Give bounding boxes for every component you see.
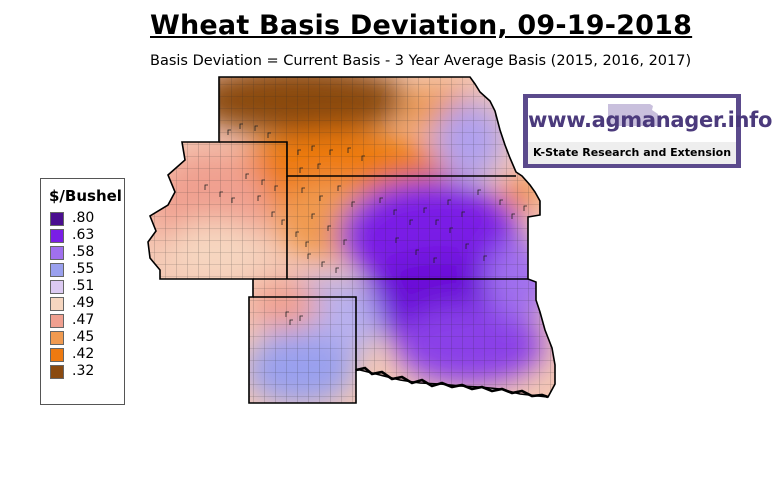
elevator-marker bbox=[433, 257, 437, 263]
legend-item: .45 bbox=[50, 329, 122, 347]
legend-title: $/Bushel bbox=[49, 187, 122, 205]
elevator-marker bbox=[465, 243, 469, 249]
legend-label: .80 bbox=[72, 210, 95, 226]
elevator-marker bbox=[254, 125, 258, 131]
legend-label: .45 bbox=[72, 329, 95, 345]
elevator-marker bbox=[231, 197, 235, 203]
legend-swatch bbox=[50, 280, 64, 294]
elevator-marker bbox=[245, 173, 249, 179]
elevator-marker bbox=[327, 225, 331, 231]
elevator-marker bbox=[499, 199, 503, 205]
elevator-markers bbox=[204, 123, 527, 325]
legend-label: .58 bbox=[72, 244, 95, 260]
elevator-marker bbox=[307, 253, 311, 259]
elevator-marker bbox=[301, 187, 305, 193]
elevator-marker bbox=[239, 123, 243, 129]
elevator-marker bbox=[271, 211, 275, 217]
elevator-marker bbox=[523, 205, 527, 211]
legend-swatch bbox=[50, 365, 64, 379]
elevator-marker bbox=[415, 249, 419, 255]
elevator-marker bbox=[299, 167, 303, 173]
legend-label: .42 bbox=[72, 346, 95, 362]
legend-swatch bbox=[50, 314, 64, 328]
legend-swatch bbox=[50, 297, 64, 311]
elevator-marker bbox=[295, 231, 299, 237]
legend-label: .63 bbox=[72, 227, 95, 243]
elevator-marker bbox=[449, 227, 453, 233]
elevator-marker bbox=[343, 239, 347, 245]
elevator-marker bbox=[299, 315, 303, 321]
legend-swatch bbox=[50, 331, 64, 345]
elevator-marker bbox=[297, 149, 301, 155]
elevator-marker bbox=[393, 209, 397, 215]
legend-label: .55 bbox=[72, 261, 95, 277]
elevator-marker bbox=[477, 189, 481, 195]
page-title: Wheat Basis Deviation, 09-19-2018 bbox=[150, 10, 693, 41]
elevator-marker bbox=[319, 195, 323, 201]
elevator-marker bbox=[435, 219, 439, 225]
elevator-marker bbox=[305, 241, 309, 247]
state-boundaries bbox=[147, 76, 556, 404]
kansas-silhouette-icon bbox=[608, 104, 658, 126]
elevator-marker bbox=[329, 149, 333, 155]
logo-url-text: www.agmanager.info bbox=[528, 108, 773, 132]
legend-item: .49 bbox=[50, 295, 122, 313]
legend-swatch bbox=[50, 348, 64, 362]
legend-label: .51 bbox=[72, 278, 95, 294]
elevator-marker bbox=[361, 155, 365, 161]
elevator-marker bbox=[285, 311, 289, 317]
legend-swatch bbox=[50, 263, 64, 277]
elevator-marker bbox=[483, 255, 487, 261]
legend-item: .47 bbox=[50, 312, 122, 330]
elevator-marker bbox=[261, 179, 265, 185]
elevator-marker bbox=[281, 219, 285, 225]
elevator-marker bbox=[351, 201, 355, 207]
legend-label: .47 bbox=[72, 312, 95, 328]
red-river-border bbox=[355, 366, 549, 399]
elevator-marker bbox=[257, 195, 261, 201]
logo-inner: www.agmanager.info K-State Research and … bbox=[528, 98, 773, 164]
elevator-marker bbox=[267, 132, 271, 138]
elevator-marker bbox=[335, 267, 339, 273]
elevator-marker bbox=[409, 219, 413, 225]
elevator-marker bbox=[227, 129, 231, 135]
elevator-marker bbox=[461, 211, 465, 217]
elevator-marker bbox=[423, 207, 427, 213]
legend: $/Bushel .80.63.58.55.51.49.47.45.42.32 bbox=[40, 178, 125, 405]
logo-org-text: K-State Research and Extension bbox=[528, 142, 736, 164]
legend-item: .80 bbox=[50, 210, 122, 228]
legend-item: .32 bbox=[50, 363, 122, 381]
elevator-marker bbox=[311, 213, 315, 219]
elevator-marker bbox=[317, 163, 321, 169]
elevator-marker bbox=[379, 197, 383, 203]
legend-swatch bbox=[50, 229, 64, 243]
oklahoma-panhandle-border bbox=[253, 296, 357, 370]
legend-label: .49 bbox=[72, 295, 95, 311]
legend-swatch bbox=[50, 212, 64, 226]
elevator-marker bbox=[321, 261, 325, 267]
page-subtitle: Basis Deviation = Current Basis - 3 Year… bbox=[150, 53, 692, 69]
legend-item: .55 bbox=[50, 261, 122, 279]
elevator-marker bbox=[204, 184, 208, 190]
legend-item: .58 bbox=[50, 244, 122, 262]
elevator-marker bbox=[347, 147, 351, 153]
elevator-marker bbox=[337, 185, 341, 191]
agmanager-logo[interactable]: www.agmanager.info K-State Research and … bbox=[523, 94, 773, 168]
elevator-marker bbox=[274, 185, 278, 191]
legend-swatch bbox=[50, 246, 64, 260]
legend-item: .51 bbox=[50, 278, 122, 296]
legend-item: .63 bbox=[50, 227, 122, 245]
nebraska-kansas-border bbox=[219, 141, 516, 177]
elevator-marker bbox=[289, 319, 293, 325]
elevator-marker bbox=[511, 213, 515, 219]
elevator-marker bbox=[395, 237, 399, 243]
elevator-marker bbox=[447, 199, 451, 205]
legend-item: .42 bbox=[50, 346, 122, 364]
elevator-marker bbox=[219, 191, 223, 197]
legend-label: .32 bbox=[72, 363, 95, 379]
elevator-marker bbox=[311, 145, 315, 151]
